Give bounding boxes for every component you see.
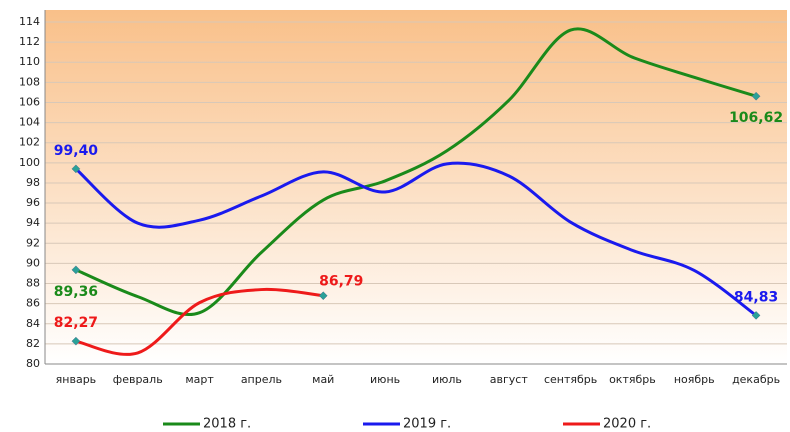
y-tick-label: 96 xyxy=(26,196,40,209)
y-tick-label: 106 xyxy=(19,95,40,108)
y-tick-label: 102 xyxy=(19,136,40,149)
marker xyxy=(71,164,81,174)
x-tick-label: ноябрь xyxy=(674,373,715,386)
x-tick-label: июль xyxy=(432,373,462,386)
x-tick-label: январь xyxy=(56,373,97,386)
y-tick-label: 90 xyxy=(26,256,40,269)
marker xyxy=(318,291,328,301)
series-line xyxy=(75,287,324,356)
x-tick-label: август xyxy=(490,373,529,386)
x-tick-label: декабрь xyxy=(732,373,780,386)
data-label: 84,83 xyxy=(734,289,778,305)
y-tick-label: 98 xyxy=(26,176,40,189)
y-tick-label: 104 xyxy=(19,116,40,129)
marker xyxy=(751,91,761,101)
y-tick-label: 88 xyxy=(26,277,40,290)
plot-area xyxy=(45,10,787,364)
y-tick-label: 112 xyxy=(19,35,40,48)
y-tick-label: 84 xyxy=(26,317,40,330)
y-tick-label: 94 xyxy=(26,216,40,229)
y-tick-label: 108 xyxy=(19,75,40,88)
marker xyxy=(71,336,81,346)
data-label: 89,36 xyxy=(54,284,98,300)
data-label: 106,62 xyxy=(729,110,783,126)
y-tick-label: 92 xyxy=(26,236,40,249)
x-tick-label: сентябрь xyxy=(544,373,597,386)
x-tick-label: март xyxy=(185,373,214,386)
x-tick-label: февраль xyxy=(113,373,163,386)
data-label: 99,40 xyxy=(54,143,99,159)
data-label: 86,79 xyxy=(319,274,363,290)
marker xyxy=(71,265,81,275)
y-tick-label: 82 xyxy=(26,337,40,350)
data-label: 82,27 xyxy=(54,315,98,331)
y-tick-label: 110 xyxy=(19,55,40,68)
x-tick-label: май xyxy=(312,373,334,386)
legend-label: 2019 г. xyxy=(403,417,451,432)
series-line xyxy=(75,27,757,316)
marker xyxy=(751,311,761,320)
x-tick-label: июнь xyxy=(370,373,400,386)
y-tick-label: 114 xyxy=(19,15,40,28)
y-tick-label: 100 xyxy=(19,156,40,169)
y-tick-label: 80 xyxy=(26,357,40,370)
legend-label: 2020 г. xyxy=(603,417,651,432)
x-tick-label: апрель xyxy=(241,373,282,386)
series-line xyxy=(74,161,757,317)
legend-label: 2018 г. xyxy=(203,417,251,432)
x-tick-label: октябрь xyxy=(609,373,656,386)
y-tick-label: 86 xyxy=(26,297,40,310)
